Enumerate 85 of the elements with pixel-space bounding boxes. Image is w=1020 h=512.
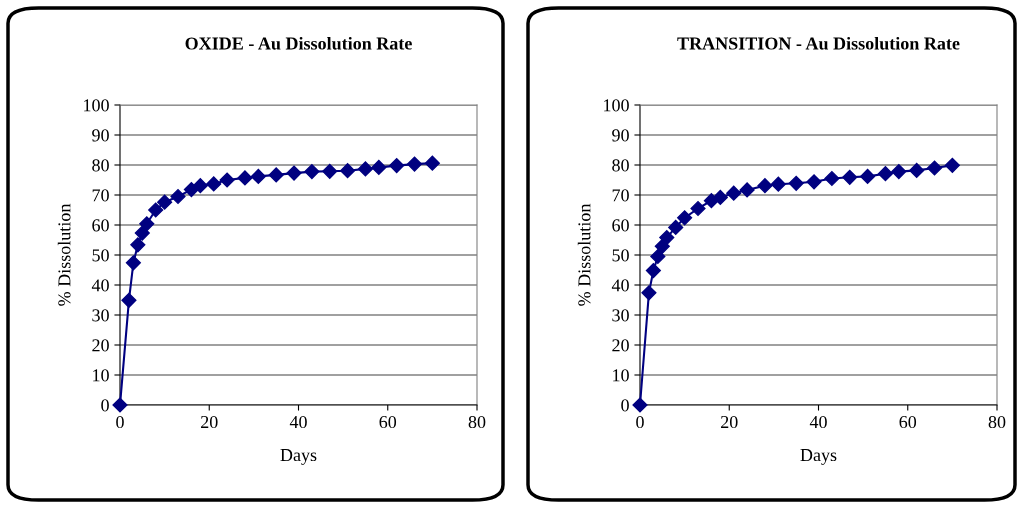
point xyxy=(712,189,728,205)
x-tick-label: 40 xyxy=(289,415,307,429)
point xyxy=(148,202,164,218)
point xyxy=(134,225,150,241)
y-tick-label: 30 xyxy=(92,309,109,322)
point xyxy=(250,168,266,184)
point xyxy=(237,170,253,186)
y-tick-label: 10 xyxy=(93,369,109,382)
point xyxy=(357,161,374,177)
point xyxy=(650,248,666,265)
point xyxy=(860,168,876,184)
point xyxy=(424,155,440,171)
point xyxy=(112,397,128,413)
point xyxy=(139,216,155,232)
y-tick-label: 60 xyxy=(92,219,109,232)
point xyxy=(206,176,222,192)
y-tick-label: 100 xyxy=(84,99,109,112)
point xyxy=(170,188,186,205)
chart-title: OXIDE - Au Dissolution Rate xyxy=(185,36,412,50)
point xyxy=(304,164,320,180)
y-tick-label: 70 xyxy=(612,189,629,202)
chart-title: TRANSITION - Au Dissolution Rate xyxy=(677,36,960,50)
y-tick-label: 50 xyxy=(612,249,629,262)
y-tick-label: 40 xyxy=(611,279,629,292)
point xyxy=(806,174,822,190)
point xyxy=(877,166,894,182)
x-axis-title: Days xyxy=(800,449,837,465)
y-axis-title: % Dissolution xyxy=(57,203,71,306)
point xyxy=(659,230,675,246)
point xyxy=(219,172,235,188)
y-tick-label: 90 xyxy=(92,129,109,142)
point xyxy=(157,194,173,210)
y-axis-title: % Dissolution xyxy=(577,203,591,306)
point xyxy=(340,163,356,179)
x-tick-label: 60 xyxy=(899,415,917,429)
y-tick-label: 40 xyxy=(91,279,109,292)
point xyxy=(406,156,423,172)
point xyxy=(824,170,840,187)
point xyxy=(757,178,773,194)
point xyxy=(770,176,786,192)
point xyxy=(286,165,302,181)
point xyxy=(788,175,804,191)
point xyxy=(192,178,208,194)
point xyxy=(909,162,925,178)
point xyxy=(125,255,141,271)
y-tick-label: 30 xyxy=(612,309,629,322)
x-tick-label: 80 xyxy=(988,415,1006,429)
point xyxy=(726,185,742,201)
x-tick-label: 0 xyxy=(116,415,124,429)
y-tick-label: 70 xyxy=(92,189,109,202)
x-tick-label: 0 xyxy=(636,415,644,429)
y-tick-label: 100 xyxy=(604,99,629,112)
x-tick-label: 60 xyxy=(379,415,397,429)
point xyxy=(322,163,338,179)
y-tick-label: 90 xyxy=(612,129,629,142)
point xyxy=(668,219,684,235)
point xyxy=(389,158,405,174)
point xyxy=(130,237,146,253)
y-tick-label: 60 xyxy=(612,219,629,232)
x-tick-label: 20 xyxy=(721,415,738,429)
point xyxy=(645,263,661,279)
point xyxy=(371,159,387,175)
point xyxy=(121,292,137,308)
y-tick-label: 50 xyxy=(92,249,109,262)
point xyxy=(677,210,693,226)
y-tick-label: 80 xyxy=(612,159,629,172)
point xyxy=(632,397,648,413)
x-axis-title: Days xyxy=(280,449,317,465)
point xyxy=(268,167,284,183)
y-tick-label: 20 xyxy=(92,339,109,352)
y-tick-label: 0 xyxy=(101,399,109,412)
y-tick-label: 0 xyxy=(621,399,629,412)
point xyxy=(944,157,960,173)
y-tick-label: 20 xyxy=(612,339,629,352)
point xyxy=(739,182,755,198)
x-tick-label: 80 xyxy=(468,415,486,429)
point xyxy=(891,164,907,180)
y-tick-label: 10 xyxy=(613,369,629,382)
point xyxy=(842,169,858,185)
y-tick-label: 80 xyxy=(92,159,109,172)
x-tick-label: 40 xyxy=(809,415,827,429)
x-tick-label: 20 xyxy=(201,415,218,429)
point xyxy=(690,200,706,217)
point xyxy=(926,160,943,176)
point xyxy=(641,285,657,301)
